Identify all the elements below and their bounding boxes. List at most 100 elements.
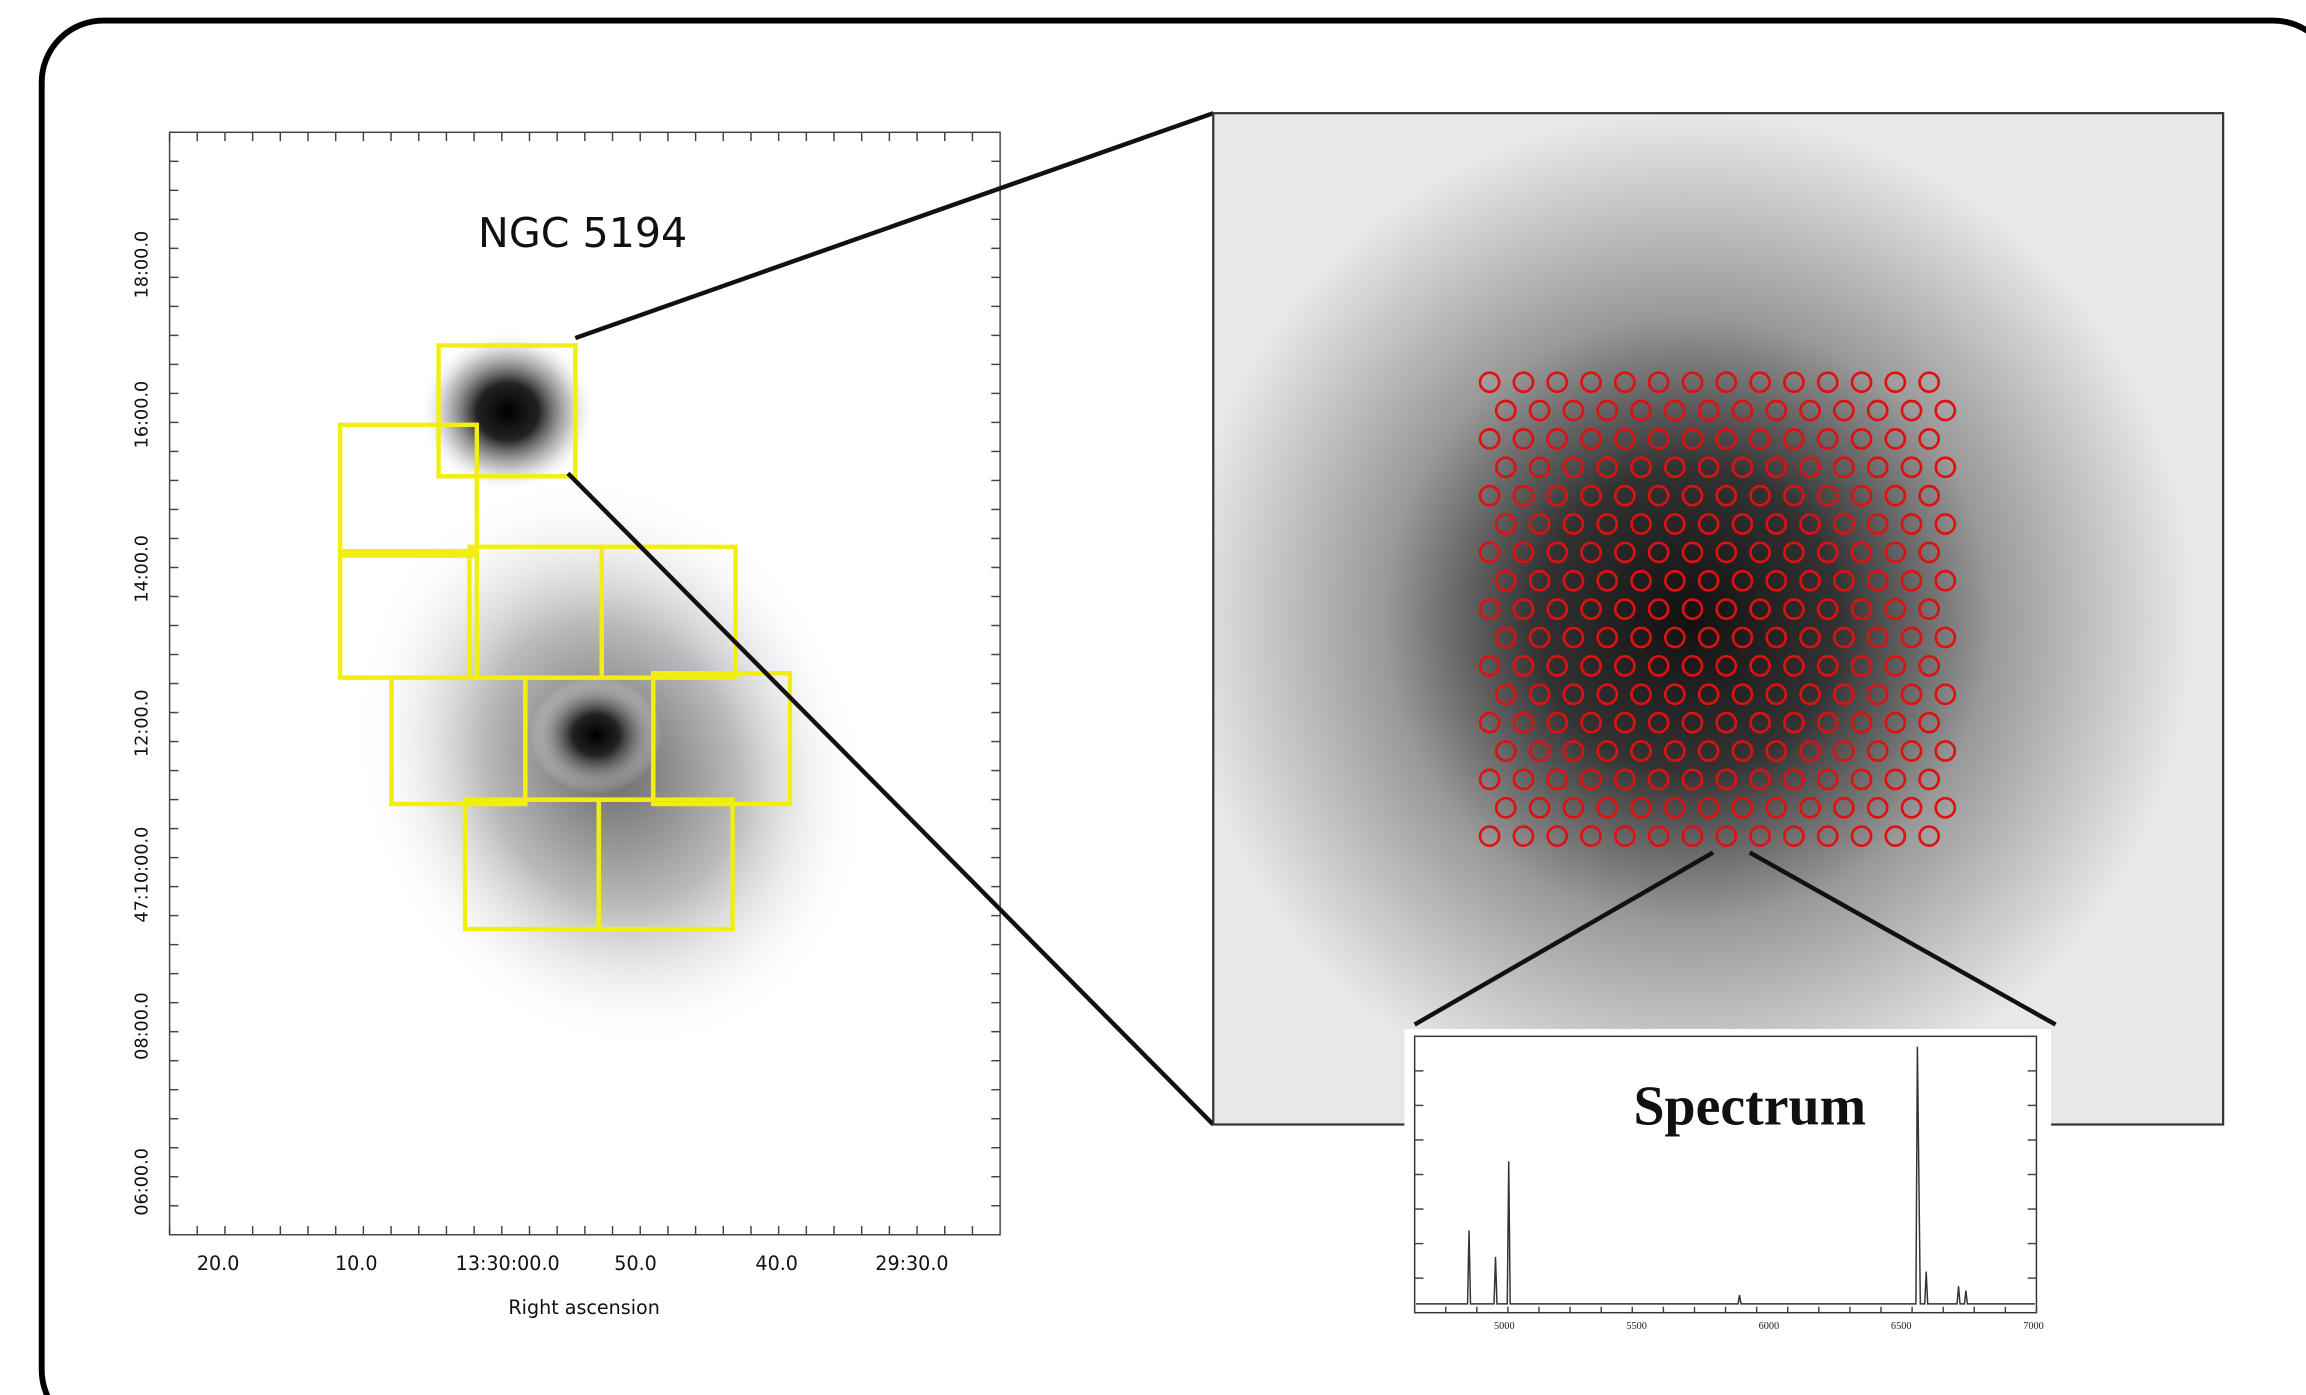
fiber	[1884, 541, 1907, 564]
fiber	[1884, 711, 1907, 734]
fiber	[1799, 513, 1821, 535]
fiber	[1799, 456, 1821, 479]
fiber	[1765, 740, 1788, 762]
fiber	[1478, 655, 1501, 677]
zoom-image	[1212, 112, 2225, 1126]
fiber	[1934, 740, 1957, 762]
fiber	[1697, 399, 1720, 422]
fiber	[1900, 740, 1923, 762]
fiber	[1783, 598, 1805, 621]
fiber	[1866, 740, 1889, 762]
fiber	[1783, 655, 1805, 677]
fiber	[1833, 399, 1855, 422]
fiber	[1749, 655, 1771, 677]
fiber	[1681, 598, 1704, 621]
fiber	[1749, 371, 1771, 394]
fiber	[1749, 711, 1771, 734]
fiber	[1630, 683, 1652, 706]
fiber	[1884, 428, 1907, 450]
fiber	[1850, 371, 1873, 394]
fiber	[1681, 655, 1704, 677]
fiber	[1934, 513, 1957, 535]
fiber	[1900, 626, 1923, 649]
fiber	[1799, 796, 1821, 819]
panel-title: NGC 5194	[478, 209, 687, 257]
fiber	[1731, 626, 1754, 649]
field-box	[596, 797, 735, 932]
fiber	[1613, 371, 1636, 394]
fiber	[1528, 740, 1551, 762]
y-tick-labels: 06:00.0 08:00.0 47:10:00.0 12:00.0 14:00.0 16…	[133, 131, 1001, 1216]
spectrum-frame	[1413, 1035, 2038, 1314]
fiber	[1512, 541, 1535, 564]
fiber	[1749, 768, 1771, 791]
fiber	[1494, 399, 1517, 422]
fiber	[1799, 569, 1821, 592]
fiber	[1934, 399, 1957, 422]
fiber	[1478, 711, 1501, 734]
fiber	[1562, 456, 1585, 479]
fiber	[1613, 825, 1636, 847]
fiber	[1783, 428, 1805, 450]
fiber	[1900, 796, 1923, 819]
fiber	[1580, 371, 1602, 394]
fiber	[1494, 626, 1517, 649]
fiber	[1512, 655, 1535, 677]
fiber	[1528, 513, 1551, 535]
fiber	[1783, 371, 1805, 394]
fiber	[1613, 484, 1636, 507]
fiber	[1866, 683, 1889, 706]
fiber	[1630, 456, 1652, 479]
fiber	[1580, 768, 1602, 791]
fiber	[1731, 399, 1754, 422]
y-tick-label: 47:10:00.0	[133, 827, 153, 923]
fiber	[1866, 513, 1889, 535]
x-axis-label: Right ascension	[508, 1296, 659, 1319]
fiber	[1546, 711, 1569, 734]
fiber	[1715, 825, 1738, 847]
fiber	[1613, 711, 1636, 734]
fiber	[1918, 768, 1941, 791]
fiber	[1478, 541, 1501, 564]
fiber	[1715, 598, 1738, 621]
x-tick-label: 50.0	[614, 1252, 657, 1275]
fiber-grid	[1478, 371, 1957, 847]
fiber	[1799, 399, 1821, 422]
fiber	[1647, 541, 1670, 564]
spectrum-label: Spectrum	[1633, 1076, 1866, 1138]
fiber	[1884, 371, 1907, 394]
fiber	[1715, 768, 1738, 791]
fiber	[1715, 711, 1738, 734]
fiber	[1663, 683, 1686, 706]
fiber	[1715, 655, 1738, 677]
fiber	[1512, 598, 1535, 621]
fiber	[1528, 683, 1551, 706]
fiber	[1749, 825, 1771, 847]
spectrum-tick-labels: 5000 5500 6000 6500 7000	[1413, 1035, 2044, 1332]
fiber	[1816, 484, 1839, 507]
fiber	[1528, 399, 1551, 422]
fiber	[1681, 371, 1704, 394]
companion-galaxy	[419, 330, 596, 493]
fiber	[1663, 796, 1686, 819]
fiber	[1816, 541, 1839, 564]
fiber	[1697, 740, 1720, 762]
fiber	[1596, 626, 1619, 649]
x-tick-label: 40.0	[755, 1252, 798, 1275]
fiber	[1850, 825, 1873, 847]
fiber	[1630, 796, 1652, 819]
fiber	[1884, 655, 1907, 677]
fiber	[1494, 796, 1517, 819]
zoom-line	[566, 471, 1215, 1127]
fiber	[1783, 768, 1805, 791]
fiber	[1900, 399, 1923, 422]
x-tick-label: 10.0	[335, 1252, 378, 1275]
fiber	[1546, 768, 1569, 791]
fiber	[1715, 428, 1738, 450]
fiber	[1613, 541, 1636, 564]
fiber	[1900, 513, 1923, 535]
fiber	[1749, 598, 1771, 621]
fiber	[1783, 541, 1805, 564]
x-tick-label: 29:30.0	[875, 1252, 948, 1275]
